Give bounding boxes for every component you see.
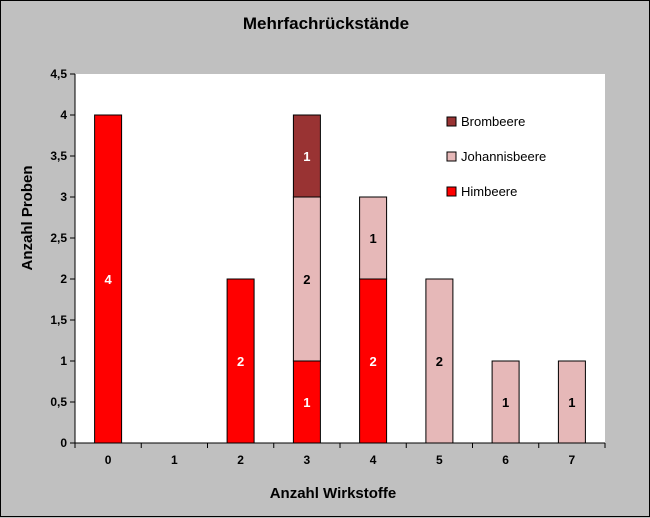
- data-label-himbeere-4: 2: [369, 354, 376, 369]
- bar-johannisbeere-7: [557, 360, 586, 444]
- legend-label-johannisbeere: Johannisbeere: [461, 149, 546, 164]
- data-label-johannisbeere-6: 1: [502, 395, 509, 410]
- bar-johannisbeere-6: [491, 360, 520, 444]
- x-tick-label: 3: [304, 453, 311, 467]
- data-label-johannisbeere-7: 1: [568, 395, 575, 410]
- x-tick-label: 0: [105, 453, 112, 467]
- x-tick-label: 7: [569, 453, 576, 467]
- data-label-himbeere-2: 2: [237, 354, 244, 369]
- legend: Brombeere Johannisbeere Himbeere: [446, 114, 546, 199]
- bar-johannisbeere-5: [425, 278, 454, 444]
- bar-brombeere-3: [292, 114, 321, 198]
- bar-johannisbeere-4: [359, 196, 388, 280]
- bars-group: 4 2 1 2 1 2 1 2 1 1: [94, 114, 586, 444]
- data-label-johannisbeere-5: 2: [436, 354, 443, 369]
- y-tick-label: 3: [60, 190, 67, 204]
- x-tick-label: 1: [171, 453, 178, 467]
- y-tick-label: 4,5: [50, 67, 67, 81]
- x-tick-label: 4: [370, 453, 377, 467]
- y-tick-label: 0,5: [50, 395, 67, 409]
- bar-himbeere-0: [94, 114, 123, 444]
- data-label-himbeere-3: 1: [303, 395, 310, 410]
- legend-swatch-johannisbeere: [446, 151, 457, 162]
- x-axis-label: Anzahl Wirkstoffe: [270, 485, 397, 502]
- data-label-himbeere-0: 4: [104, 272, 112, 287]
- y-tick-label: 3,5: [50, 149, 67, 163]
- axes-group: 0 0,5 1 1,5 2 2,5 3 3,5 4 4,5 0 1 2 3 4 5 6 7: [50, 67, 606, 467]
- legend-label-brombeere: Brombeere: [461, 114, 525, 129]
- bar-himbeere-2: [226, 278, 255, 444]
- y-tick-label: 2: [60, 272, 67, 286]
- bar-johannisbeere-3: [292, 196, 321, 362]
- legend-label-himbeere: Himbeere: [461, 184, 517, 199]
- chart-title: Mehrfachrückstände: [243, 14, 409, 33]
- data-label-johannisbeere-4: 1: [369, 231, 376, 246]
- data-label-johannisbeere-3: 2: [303, 272, 310, 287]
- bar-himbeere-4: [359, 278, 388, 444]
- plot-area: [75, 74, 605, 443]
- y-tick-label: 2,5: [50, 231, 67, 245]
- y-tick-label: 1: [60, 354, 67, 368]
- legend-swatch-himbeere: [446, 186, 457, 197]
- x-tick-label: 2: [237, 453, 244, 467]
- data-label-brombeere-3: 1: [303, 149, 310, 164]
- legend-swatch-brombeere: [446, 116, 457, 127]
- y-axis-label: Anzahl Proben: [19, 165, 36, 270]
- y-tick-label: 4: [60, 108, 67, 122]
- y-tick-label: 1,5: [50, 313, 67, 327]
- x-tick-label: 5: [436, 453, 443, 467]
- y-tick-label: 0: [60, 436, 67, 450]
- x-tick-label: 6: [502, 453, 509, 467]
